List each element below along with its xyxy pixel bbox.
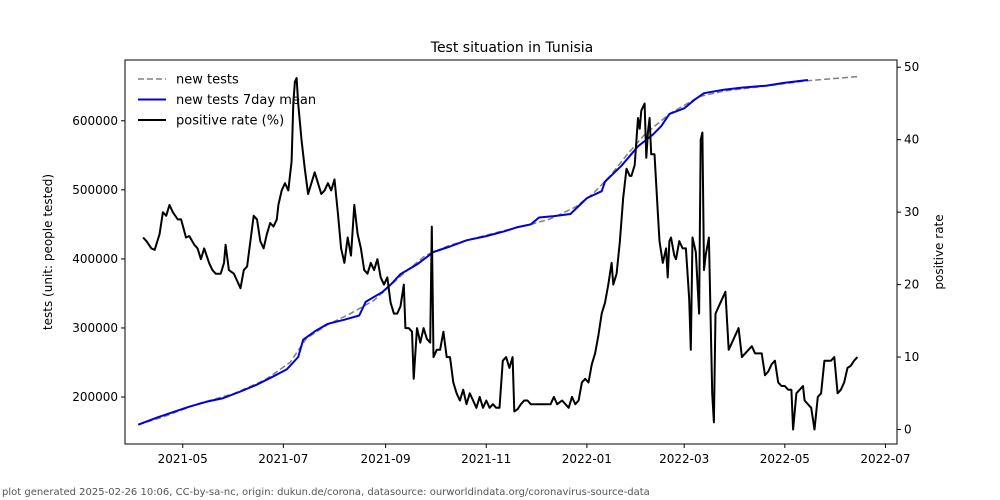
y-right-tick-label: 30	[904, 205, 919, 219]
legend: new tests new tests 7day mean positive rat…	[138, 73, 316, 129]
x-tick-label: 2022-01	[562, 452, 612, 466]
y-right-tick-label: 40	[904, 133, 919, 147]
x-tick-label: 2021-11	[461, 452, 511, 466]
series-line-3	[142, 77, 859, 431]
y-right-tick-label: 50	[904, 60, 919, 74]
x-tick-label: 2021-07	[258, 452, 308, 466]
x-tick-label: 2021-09	[361, 452, 411, 466]
x-tick-label: 2022-07	[860, 452, 910, 466]
y-axis-right: 0 10 20 30 40 50	[897, 60, 919, 437]
footer-note: plot generated 2025-02-26 10:06, CC-by-s…	[2, 487, 650, 498]
series-line-2	[137, 79, 809, 426]
legend-label: new tests 7day mean	[176, 93, 316, 108]
y-left-tick-label: 500000	[72, 183, 118, 197]
x-axis: 2021-05 2021-07 2021-09 2021-11 2022-01 2022-…	[158, 444, 911, 466]
y-right-tick-label: 0	[904, 423, 912, 437]
y-axis-left-label: tests (unit: people tested)	[41, 174, 55, 330]
legend-label: new tests	[176, 73, 239, 88]
y-left-tick-label: 300000	[72, 321, 118, 335]
y-right-tick-label: 10	[904, 350, 919, 364]
y-left-tick-label: 400000	[72, 252, 118, 266]
y-axis-right-label: positive rate	[932, 214, 946, 289]
x-tick-label: 2022-03	[659, 452, 709, 466]
chart-title: Test situation in Tunisia	[430, 40, 593, 56]
series-layer	[137, 75, 859, 431]
x-tick-label: 2022-05	[760, 452, 810, 466]
series-line-1	[137, 75, 858, 426]
x-tick-label: 2021-05	[158, 452, 208, 466]
y-right-tick-label: 20	[904, 278, 919, 292]
y-left-tick-label: 600000	[72, 114, 118, 128]
y-axis-left: 200000 300000 400000 500000 600000	[72, 114, 125, 404]
legend-label: positive rate (%)	[176, 114, 284, 129]
y-left-tick-label: 200000	[72, 390, 118, 404]
plot-frame	[124, 59, 898, 445]
